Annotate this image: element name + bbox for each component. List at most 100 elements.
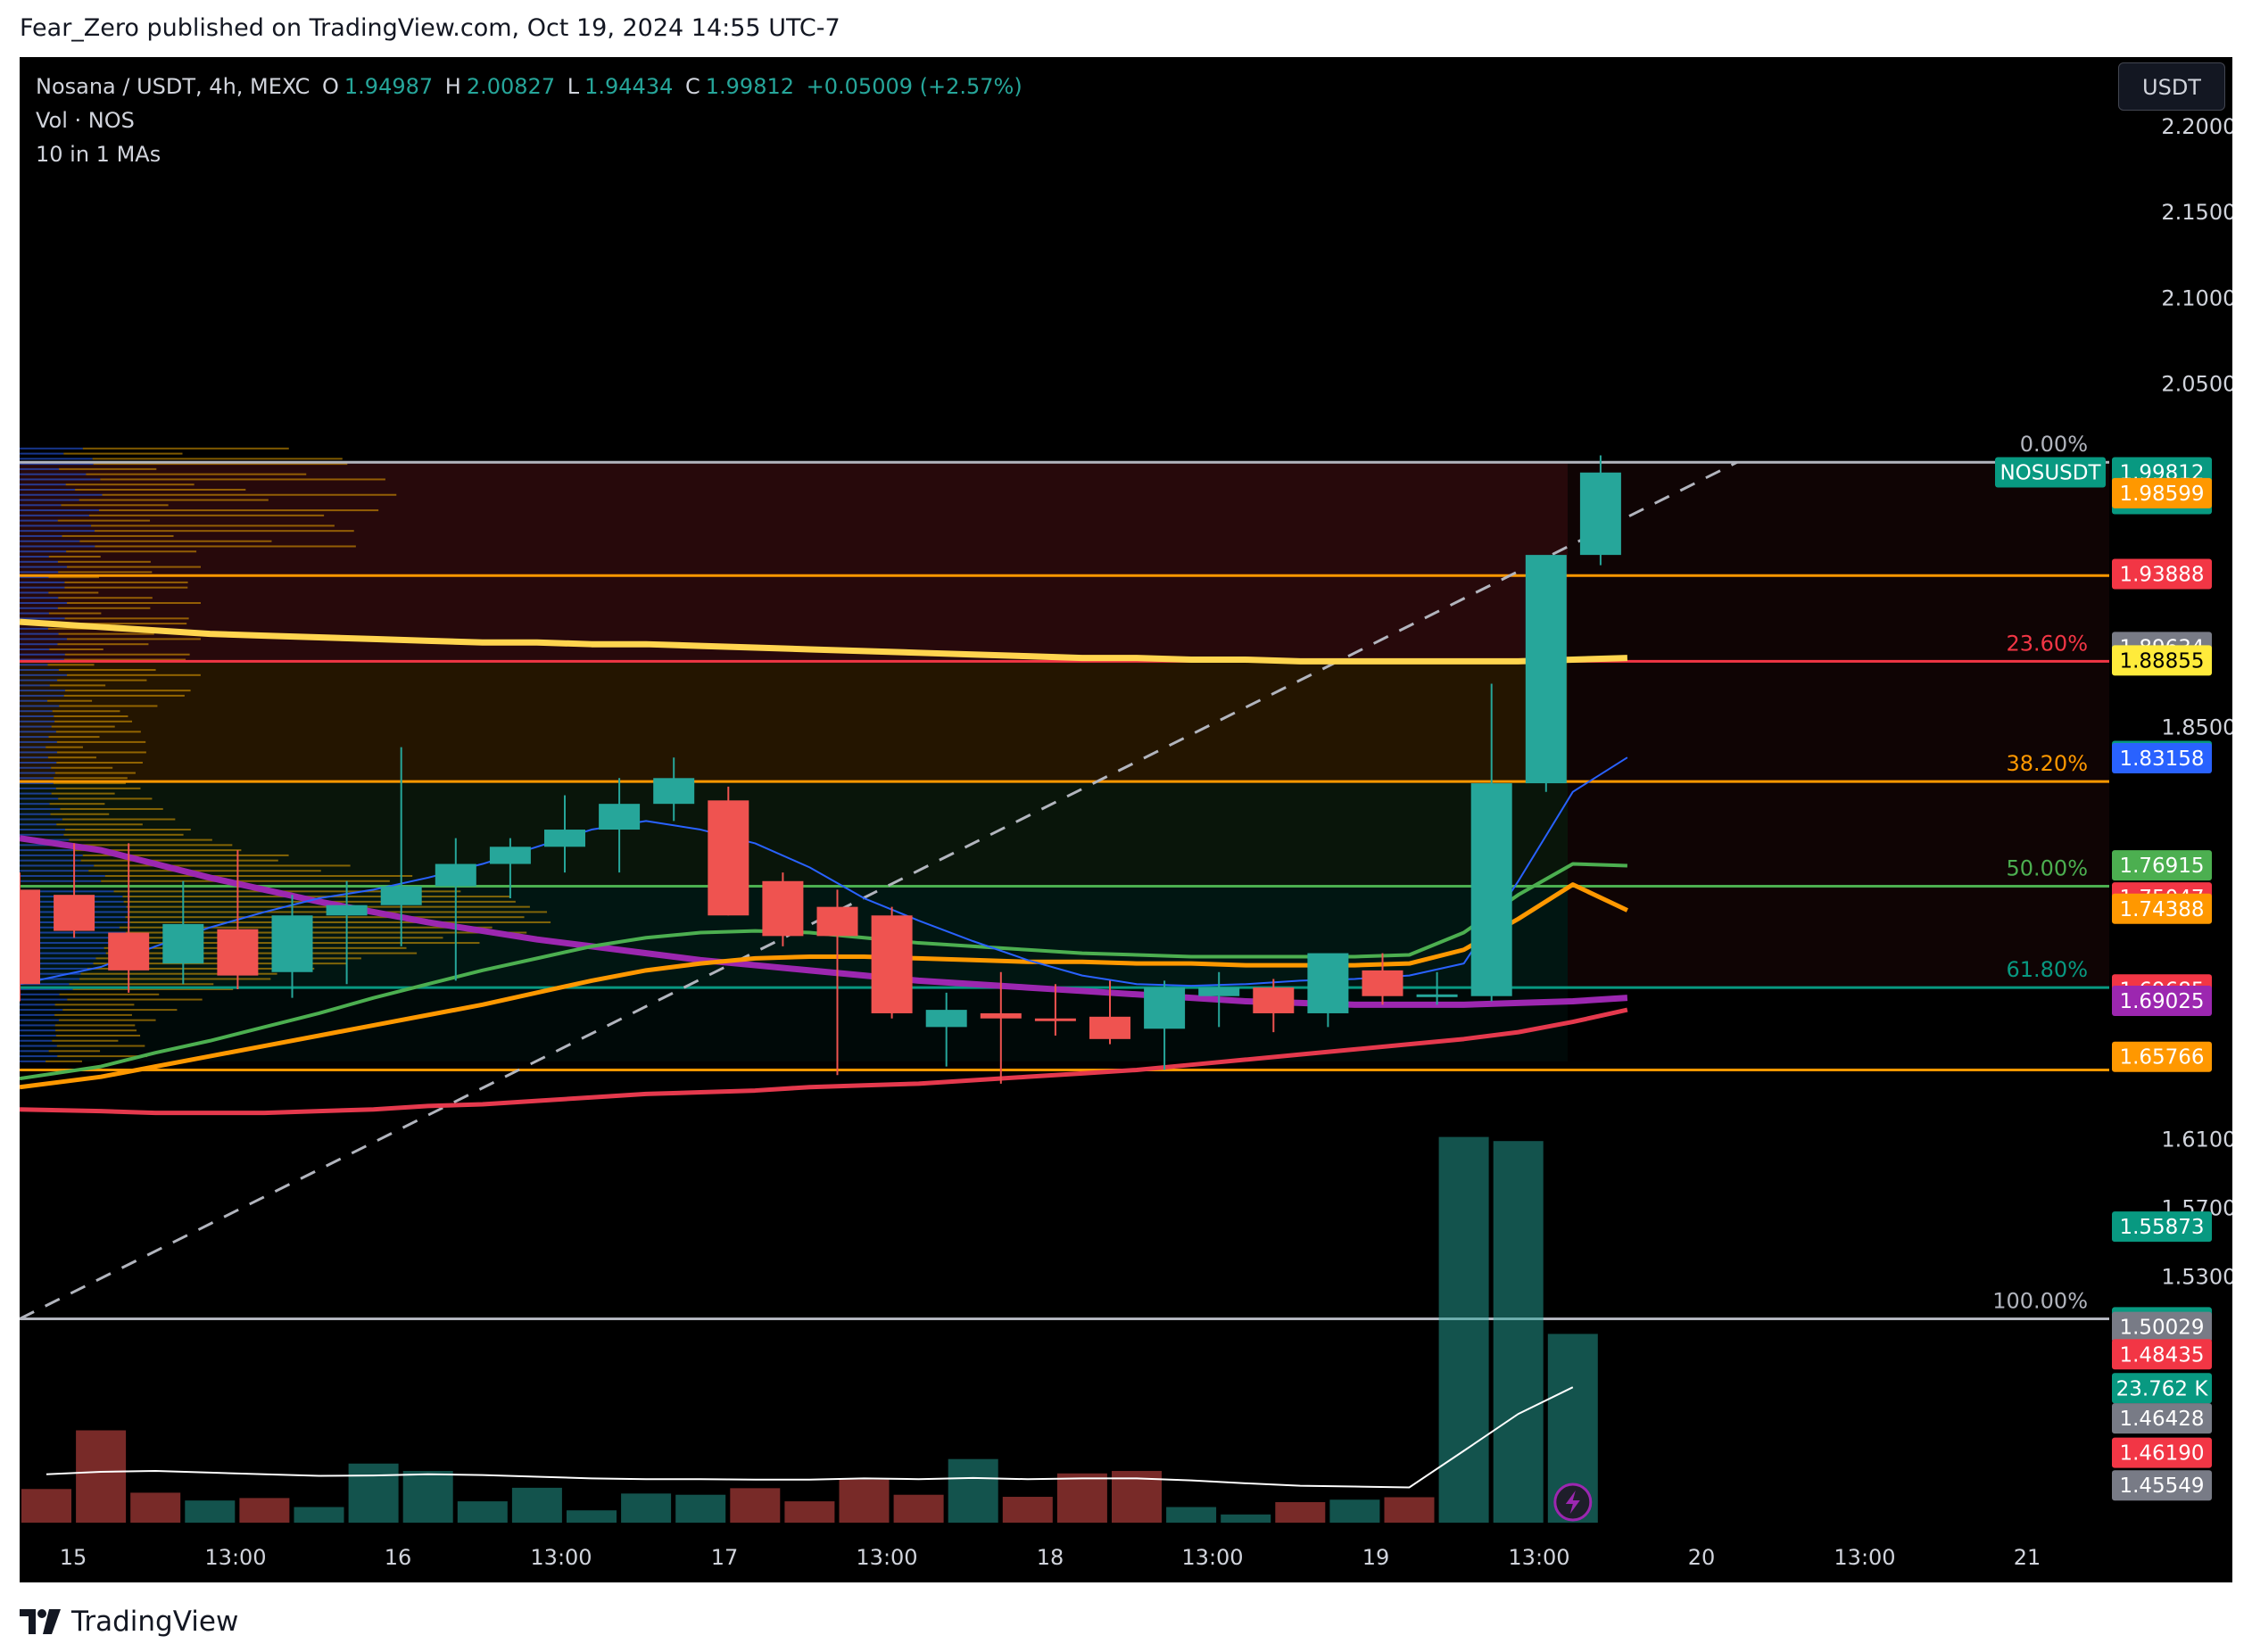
volume-profile-bar bbox=[20, 946, 104, 949]
price-chart[interactable]: 0.00% 23.60% 38.20% 50.00% 61.80% 100.00% 15 1… bbox=[0, 57, 2250, 1582]
volume-profile-bar bbox=[47, 756, 96, 759]
volume-profile-bar bbox=[20, 586, 65, 589]
volume-profile-bar bbox=[64, 581, 188, 583]
volume-profile-bar bbox=[79, 978, 271, 980]
price-label-box bbox=[2112, 477, 2212, 508]
volume-profile-bar bbox=[53, 782, 126, 785]
volume-profile-bar bbox=[20, 525, 92, 527]
volume-profile-bar bbox=[49, 684, 106, 687]
volume-profile-bar bbox=[20, 473, 87, 475]
candle-body bbox=[326, 904, 368, 916]
volume-profile-bar bbox=[20, 519, 58, 522]
volume-profile-bar bbox=[20, 493, 103, 496]
candle-body bbox=[217, 929, 259, 976]
volume-profile-bar bbox=[48, 1050, 101, 1053]
candle-body bbox=[1416, 994, 1458, 997]
volume-profile-bar bbox=[125, 916, 525, 919]
volume-profile-bar bbox=[20, 761, 57, 764]
x-tick-label: 17 bbox=[711, 1545, 739, 1570]
x-tick-label: 19 bbox=[1362, 1545, 1390, 1570]
volume-profile-bar bbox=[58, 632, 154, 635]
volume-profile-bar bbox=[20, 447, 83, 450]
volume-profile-bar bbox=[56, 740, 146, 743]
candle-body bbox=[108, 932, 150, 971]
currency-button[interactable]: USDT bbox=[2118, 62, 2225, 111]
volume-profile-bar bbox=[54, 720, 133, 723]
volume-profile-bar bbox=[105, 952, 418, 954]
legend-close: 1.99812 bbox=[705, 74, 795, 99]
volume-profile-bar bbox=[75, 488, 246, 491]
volume-profile-bar bbox=[20, 957, 96, 960]
moving-average-line bbox=[19, 1007, 1628, 1116]
volume-profile-bar bbox=[66, 602, 201, 604]
volume-profile-bar bbox=[88, 870, 321, 872]
x-tick-label: 16 bbox=[385, 1545, 412, 1570]
tradingview-logo[interactable]: TradingView bbox=[20, 1606, 238, 1638]
price-label-box bbox=[2112, 893, 2212, 924]
price-label-text: 1.83158 bbox=[2119, 748, 2204, 771]
volume-bar bbox=[1221, 1514, 1271, 1523]
volume-profile-bar bbox=[66, 638, 201, 640]
price-label-box bbox=[2112, 743, 2212, 774]
legend-symbol[interactable]: Nosana / USDT, 4h, MEXC bbox=[36, 74, 310, 99]
volume-profile-bar bbox=[57, 519, 151, 522]
symbol-tag-box bbox=[1995, 457, 2106, 488]
candle-body bbox=[435, 863, 476, 887]
volume-profile-bar bbox=[63, 833, 184, 836]
volume-profile-bar bbox=[20, 658, 64, 661]
volume-profile-bar bbox=[20, 772, 55, 774]
volume-profile-bar bbox=[20, 962, 94, 965]
price-label-box bbox=[2112, 986, 2212, 1017]
volume-profile-bar bbox=[51, 766, 113, 769]
legend-ma[interactable]: 10 in 1 MAs bbox=[36, 142, 161, 167]
legend-low-label: L bbox=[567, 74, 580, 99]
volume-profile-bar bbox=[20, 756, 48, 759]
y-tick-label: 2.15000 bbox=[2161, 200, 2232, 225]
volume-profile-bar bbox=[129, 921, 551, 923]
price-label-text: 1.50029 bbox=[2119, 1317, 2204, 1340]
volume-bar bbox=[675, 1494, 726, 1523]
volume-bar bbox=[76, 1430, 127, 1523]
volume-profile-bar bbox=[20, 1009, 63, 1012]
volume-profile-bar bbox=[20, 463, 94, 466]
volume-profile-bar bbox=[94, 864, 351, 867]
tradingview-logo-icon bbox=[20, 1609, 61, 1634]
volume-profile-bar bbox=[62, 534, 174, 537]
volume-profile-bar bbox=[80, 859, 278, 862]
volume-profile-bar bbox=[20, 632, 59, 635]
candle-body bbox=[1579, 472, 1621, 556]
price-label-box bbox=[2112, 558, 2212, 590]
volume-profile-bar bbox=[20, 1004, 55, 1006]
volume-profile-bar bbox=[57, 643, 149, 646]
chart-frame[interactable]: 0.00% 23.60% 38.20% 50.00% 61.80% 100.00% 15 1… bbox=[0, 57, 2250, 1582]
volume-bar bbox=[294, 1507, 344, 1523]
fib-label: 23.60% bbox=[2006, 631, 2088, 656]
volume-profile-bar bbox=[48, 576, 99, 579]
volume-profile-bar bbox=[20, 1039, 53, 1042]
volume-profile-bar bbox=[20, 690, 65, 692]
volume-profile-bar bbox=[20, 942, 118, 945]
volume-profile-bar bbox=[20, 967, 87, 970]
volume-profile-bar bbox=[65, 483, 195, 486]
publish-line: Fear_Zero published on TradingView.com, … bbox=[0, 0, 2252, 57]
volume-profile-bar bbox=[61, 504, 169, 507]
volume-profile-bar bbox=[20, 571, 59, 574]
volume-profile-bar bbox=[64, 623, 187, 625]
candle-body bbox=[980, 1012, 1022, 1019]
volume-profile-bar bbox=[20, 849, 75, 852]
price-label-text: 1.48435 bbox=[2119, 1343, 2204, 1367]
volume-profile-bar bbox=[46, 746, 83, 748]
volume-bar bbox=[893, 1494, 944, 1523]
volume-profile-bar bbox=[20, 499, 79, 501]
legend-volume[interactable]: Vol · NOS bbox=[36, 108, 135, 133]
price-label-text: 1.55873 bbox=[2119, 1216, 2204, 1239]
volume-profile-bar bbox=[54, 777, 128, 780]
volume-profile-bar bbox=[56, 823, 143, 826]
volume-profile-bar bbox=[20, 1060, 46, 1062]
symbol-tag-text: NOSUSDT bbox=[1999, 462, 2101, 485]
volume-profile-bar bbox=[100, 478, 385, 481]
candle-body bbox=[271, 915, 313, 972]
lightning-icon-glyph bbox=[1565, 1491, 1580, 1514]
volume-profile-bar bbox=[60, 807, 163, 810]
volume-profile-bar bbox=[46, 1060, 82, 1062]
